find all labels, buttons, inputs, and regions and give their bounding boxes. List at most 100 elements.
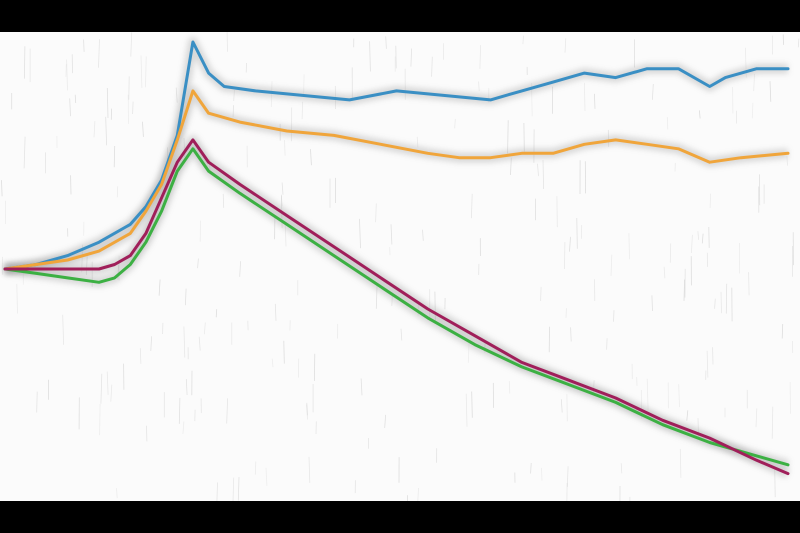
hatch-stroke [301,101,303,120]
hatch-stroke [16,283,18,314]
line-chart [1,32,800,501]
hatch-stroke [666,117,669,130]
hatch-stroke [24,46,26,79]
hatch-stroke [105,116,107,146]
hatch-stroke [310,149,312,166]
hatch-stroke [646,378,649,411]
hatch-stroke [479,45,481,69]
hatch-stroke [130,32,133,57]
hatch-stroke [720,291,722,314]
hatch-stroke [797,38,800,48]
hatch-stroke [239,261,241,277]
hatch-stroke [281,196,283,207]
hatch-stroke [110,384,113,402]
hatch-stroke [471,193,473,219]
hatch-stroke [113,145,116,168]
hatch-stroke [771,406,774,439]
hatch-stroke [185,288,187,306]
hatch-stroke [83,39,85,52]
hatch-stroke [132,101,134,115]
hatch-stroke [216,482,218,501]
hatch-stroke [697,231,699,240]
hatch-stroke [254,461,257,475]
hatch-stroke [390,224,393,245]
hatch-stroke [222,193,225,208]
hatch-stroke [753,73,755,92]
hatch-stroke [686,410,689,421]
hatch-stroke [610,254,613,277]
hatch-stroke [709,193,711,209]
hatch-stroke [564,38,567,53]
hatch-stroke [714,298,716,309]
hatch-stroke [106,87,109,119]
hatch-stroke [651,295,653,312]
hatch-stroke [678,384,680,408]
hatch-stroke [613,310,615,322]
hatch-stroke [281,182,284,195]
series-3-line [3,147,790,467]
series-2-halo [4,85,789,274]
hatch-stroke [522,35,524,45]
hatch-stroke [158,279,161,296]
hatch-stroke [679,448,682,478]
hatch-stroke [232,477,235,501]
hatch-stroke [537,163,539,177]
hatch-stroke [706,350,709,378]
hatch-stroke [265,467,268,486]
hatch-stroke [422,229,424,241]
hatch-stroke [570,327,572,342]
hatch-stroke [145,56,147,88]
hatch-stroke [384,414,386,429]
hatch-stroke [284,139,286,156]
hatch-stroke [663,266,666,279]
hatch-stroke [204,322,206,335]
hatch-stroke [226,398,228,424]
hatch-stroke [140,55,143,88]
hatch-stroke [360,378,363,396]
hatch-stroke [465,393,468,427]
letterbox-top [0,0,800,32]
hatch-stroke [308,456,311,483]
hatch-stroke [175,87,178,103]
hatch-stroke [576,217,578,249]
hatch-stroke [198,336,201,351]
hatch-stroke [510,157,512,176]
hatch-stroke [23,136,26,169]
hatch-stroke [507,120,509,154]
series-4-line [3,138,790,476]
hatch-stroke [410,48,412,67]
hatch-stroke [283,340,285,364]
hatch-stroke [416,136,419,148]
hatch-stroke [142,121,144,137]
hatch-stroke [385,36,387,49]
hatch-stroke [691,234,693,254]
hatch-stroke [417,487,419,501]
hatch-stroke [478,81,480,92]
series-1-line [3,40,790,271]
hatch-stroke [701,233,704,244]
hatch-stroke [566,466,569,487]
hatch-stroke [400,328,403,341]
hatch-stroke [542,160,544,190]
hatch-stroke [183,326,186,358]
hatch-stroke [98,39,100,68]
hatch-stroke [560,399,563,413]
hatch-stroke [1,180,3,197]
hatch-stroke [541,467,543,481]
hatch-stroke [62,314,64,345]
hatch-stroke [106,371,109,395]
hatch-stroke [471,391,473,418]
hatch-stroke [431,56,433,77]
hatch-stroke [628,233,630,260]
hatch-stroke [699,110,701,119]
hatch-stroke [652,83,654,100]
hatch-stroke [36,391,38,413]
series-2-line [3,89,790,271]
hatch-stroke [540,286,542,302]
hatch-stroke [271,358,274,368]
hatch-stroke [182,421,185,434]
letterbox-bottom [0,501,800,533]
hatch-stroke [274,303,277,321]
hatch-stroke [139,348,142,364]
hatch-stroke [769,81,772,102]
